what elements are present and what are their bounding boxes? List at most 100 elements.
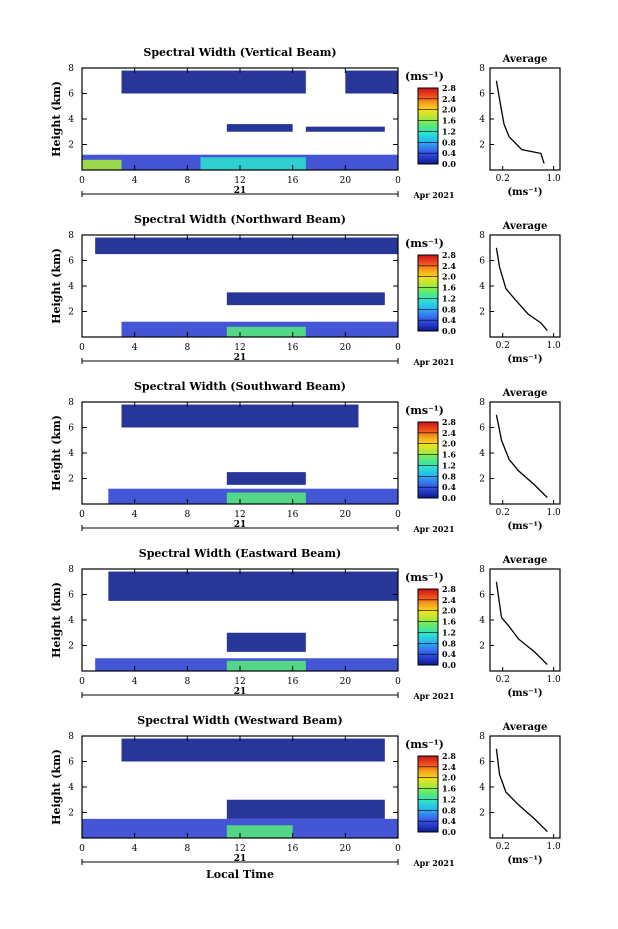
- colorbar-tick-label: 0.0: [442, 493, 456, 503]
- colorbar-tick-label: 2.0: [442, 773, 456, 783]
- x-tick-label: 20: [340, 677, 352, 687]
- data-region: [226, 292, 385, 306]
- panel-2: Spectral Width (Southward Beam) 2 4 6 8 Heigh…: [50, 380, 561, 534]
- colorbar: [417, 87, 439, 165]
- colorbar-unit: (ms⁻¹): [405, 237, 444, 250]
- avg-x-label: (ms⁻¹): [507, 688, 542, 699]
- y-tick-label: 8: [68, 398, 74, 408]
- x-tick-label: 0: [79, 844, 85, 854]
- date-label: 21: [234, 353, 247, 363]
- data-layer: [95, 237, 398, 337]
- data-region: [226, 825, 293, 838]
- data-region: [121, 738, 385, 762]
- colorbar-tick-label: 1.6: [442, 116, 456, 126]
- colorbar-unit: (ms⁻¹): [405, 571, 444, 584]
- data-region: [226, 632, 306, 652]
- avg-y-tick-label: 8: [479, 64, 485, 74]
- colorbar-tick-label: 2.8: [442, 250, 456, 260]
- avg-x-tick-label: 0.2: [496, 675, 510, 685]
- average-frame: [489, 568, 561, 672]
- colorbar-tick-label: 0.0: [442, 326, 456, 336]
- average-title: Average: [502, 722, 548, 733]
- colorbar-tick-label: 0.8: [442, 471, 456, 481]
- average-profile-line: [495, 414, 548, 499]
- avg-y-tick-label: 6: [479, 591, 485, 601]
- y-axis-label: Height (km): [50, 415, 63, 491]
- avg-y-tick-label: 2: [479, 809, 485, 819]
- x-tick-label: 8: [184, 844, 190, 854]
- x-tick-label: 4: [132, 677, 138, 687]
- avg-y-tick-label: 4: [479, 783, 485, 793]
- data-layer: [82, 70, 398, 170]
- colorbar-tick-label: 1.2: [442, 293, 456, 303]
- x-tick-label: 8: [184, 176, 190, 186]
- y-tick-label: 8: [68, 732, 74, 742]
- colorbar-unit: (ms⁻¹): [405, 70, 444, 83]
- avg-y-tick-label: 6: [479, 424, 485, 434]
- y-tick-label: 4: [68, 783, 74, 793]
- data-region: [121, 70, 306, 94]
- y-tick-label: 6: [68, 758, 74, 768]
- avg-x-tick-label: 1.0: [546, 842, 561, 852]
- avg-y-tick-label: 4: [479, 115, 485, 125]
- x-tick-label: 8: [184, 343, 190, 353]
- x-tick-label: 0: [79, 176, 85, 186]
- panel-title: Spectral Width (Westward Beam): [137, 714, 342, 727]
- average-title: Average: [502, 388, 548, 399]
- colorbar-tick-label: 0.4: [442, 649, 456, 659]
- panel-title: Spectral Width (Vertical Beam): [143, 46, 336, 59]
- month-label: Apr 2021: [412, 524, 454, 534]
- colorbar-unit: (ms⁻¹): [405, 738, 444, 751]
- data-region: [305, 126, 385, 132]
- colorbar-tick-label: 0.0: [442, 827, 456, 837]
- avg-x-label: (ms⁻¹): [507, 855, 542, 866]
- data-layer: [108, 404, 398, 504]
- avg-y-tick-label: 2: [479, 308, 485, 318]
- colorbar-tick-label: 2.8: [442, 417, 456, 427]
- x-axis-label: Local Time: [206, 868, 274, 881]
- y-tick-label: 2: [68, 809, 74, 819]
- data-region: [226, 124, 293, 132]
- average-profile-line: [495, 80, 545, 164]
- avg-x-tick-label: 1.0: [546, 341, 561, 351]
- month-label: Apr 2021: [412, 357, 454, 367]
- colorbar-tick-label: 0.0: [442, 159, 456, 169]
- average-profile-line: [495, 748, 548, 833]
- colorbar-tick-label: 1.2: [442, 460, 456, 470]
- colorbar-tick-label: 2.4: [442, 595, 456, 605]
- x-tick-label: 0: [79, 677, 85, 687]
- colorbar-tick-label: 2.4: [442, 94, 456, 104]
- date-label: 21: [234, 520, 247, 530]
- average-frame: [489, 234, 561, 338]
- colorbar-tick-label: 2.4: [442, 261, 456, 271]
- avg-x-label: (ms⁻¹): [507, 354, 542, 365]
- y-tick-label: 4: [68, 616, 74, 626]
- avg-x-label: (ms⁻¹): [507, 521, 542, 532]
- avg-y-tick-label: 8: [479, 565, 485, 575]
- colorbar-tick-label: 0.8: [442, 638, 456, 648]
- y-tick-label: 8: [68, 64, 74, 74]
- x-tick-label: 8: [184, 510, 190, 520]
- colorbar-tick-label: 2.0: [442, 272, 456, 282]
- data-region: [345, 70, 398, 94]
- colorbar-tick-label: 2.0: [442, 606, 456, 616]
- colorbar-tick-label: 1.6: [442, 617, 456, 627]
- x-tick-label: 0: [395, 176, 401, 186]
- avg-y-tick-label: 6: [479, 90, 485, 100]
- avg-y-tick-label: 6: [479, 758, 485, 768]
- avg-x-tick-label: 0.2: [496, 341, 510, 351]
- avg-x-tick-label: 0.2: [496, 842, 510, 852]
- x-tick-label: 12: [234, 343, 245, 353]
- x-tick-label: 4: [132, 176, 138, 186]
- average-profile-line: [495, 581, 548, 666]
- month-label: Apr 2021: [412, 190, 454, 200]
- data-region: [226, 660, 306, 671]
- colorbar: [417, 421, 439, 499]
- x-tick-label: 20: [340, 844, 352, 854]
- y-axis-label: Height (km): [50, 582, 63, 658]
- panel-3: Spectral Width (Eastward Beam) 2 4 6 8 Height…: [50, 547, 561, 701]
- panel-title: Spectral Width (Southward Beam): [134, 380, 346, 393]
- y-tick-label: 6: [68, 90, 74, 100]
- x-tick-label: 20: [340, 343, 352, 353]
